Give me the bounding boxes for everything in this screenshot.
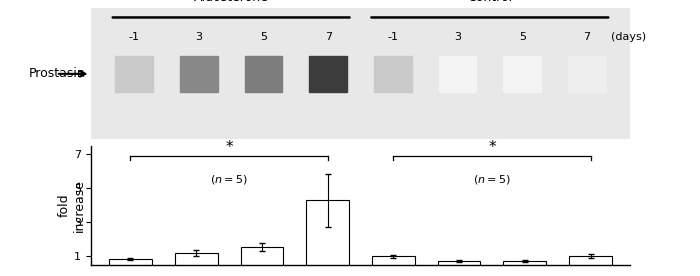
Text: 3: 3	[454, 32, 461, 42]
Text: 7: 7	[583, 32, 590, 42]
Bar	[309, 55, 347, 92]
Text: 5: 5	[519, 32, 526, 42]
Text: 3: 3	[195, 32, 202, 42]
Text: (days): (days)	[611, 32, 646, 42]
Bar	[439, 55, 477, 92]
Bar	[116, 55, 153, 92]
Text: *: *	[488, 140, 496, 155]
Bar	[109, 259, 152, 274]
Text: -1: -1	[129, 32, 139, 42]
Bar	[241, 247, 284, 274]
Bar	[503, 261, 546, 274]
Text: *: *	[225, 140, 233, 155]
Text: Aldosterone: Aldosterone	[194, 0, 269, 4]
Text: Control: Control	[468, 0, 512, 4]
Bar	[244, 55, 282, 92]
Text: $(n = 5)$: $(n = 5)$	[473, 173, 511, 186]
Text: $(n = 5)$: $(n = 5)$	[210, 173, 248, 186]
Y-axis label: fold
increase: fold increase	[57, 179, 85, 232]
Bar	[175, 253, 218, 274]
Bar	[438, 261, 480, 274]
Text: 5: 5	[260, 32, 267, 42]
Text: 7: 7	[325, 32, 332, 42]
Bar	[372, 256, 414, 274]
Bar	[569, 256, 612, 274]
Text: -1: -1	[387, 32, 398, 42]
Bar	[503, 55, 541, 92]
Bar	[180, 55, 218, 92]
Text: Prostasin: Prostasin	[29, 67, 85, 80]
Bar	[307, 200, 349, 274]
Bar	[374, 55, 412, 92]
Bar	[568, 55, 606, 92]
